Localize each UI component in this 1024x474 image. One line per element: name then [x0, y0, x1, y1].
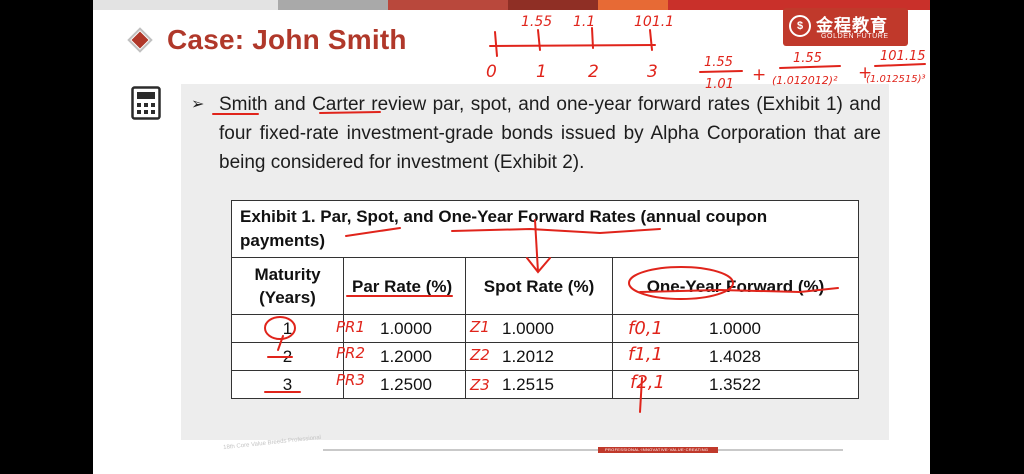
table-row: 3 1.2500 1.2515 1.3522 [231, 370, 859, 399]
header-par-rate: Par Rate (%) [343, 257, 466, 315]
header-maturity: Maturity (Years) [231, 257, 344, 315]
spot-rate-cell: 1.0000 [465, 314, 613, 343]
forward-rate-cell: 1.3522 [612, 370, 859, 399]
maturity-cell: 1 [231, 314, 344, 343]
bullet-text: Smith and Carter review par, spot, and o… [219, 94, 881, 173]
logo-chinese-name: 金程教育 [816, 16, 888, 35]
top-color-bar [93, 0, 930, 10]
page-title: Case: John Smith [167, 24, 407, 55]
table-header-row: Maturity (Years) Par Rate (%) Spot Rate … [231, 257, 859, 315]
logo-english-name: GOLDEN FUTURE [821, 33, 889, 40]
bullet-arrow-icon: ➢ [191, 96, 205, 113]
logo-mark-icon: $ [789, 15, 811, 37]
slide: Case: John Smith $ 金程教育 GOLDEN FUTURE ➢ … [93, 0, 930, 474]
header-forward-rate: One-Year Forward (%) [612, 257, 859, 315]
table-row: 2 1.2000 1.2012 1.4028 [231, 342, 859, 371]
diamond-icon [127, 27, 153, 53]
forward-rate-cell: 1.0000 [612, 314, 859, 343]
footer-red-bar [598, 447, 718, 453]
par-rate-cell: 1.0000 [343, 314, 466, 343]
footer-slogan: PROFESSIONAL·INNOVATIVE·VALUE·CREATING [605, 447, 709, 452]
brand-logo: $ 金程教育 GOLDEN FUTURE [783, 8, 908, 46]
exhibit-table: Exhibit 1. Par, Spot, and One-Year Forwa… [231, 200, 859, 399]
maturity-cell: 3 [231, 370, 344, 399]
spot-rate-cell: 1.2012 [465, 342, 613, 371]
par-rate-cell: 1.2000 [343, 342, 466, 371]
par-rate-cell: 1.2500 [343, 370, 466, 399]
exhibit-caption: Exhibit 1. Par, Spot, and One-Year Forwa… [231, 200, 859, 258]
calculator-icon [131, 86, 161, 120]
footer-line [323, 449, 843, 451]
bullet-paragraph: ➢ Smith and Carter review par, spot, and… [191, 90, 881, 177]
table-row: 1 1.0000 1.0000 1.0000 [231, 314, 859, 343]
maturity-cell: 2 [231, 342, 344, 371]
spot-rate-cell: 1.2515 [465, 370, 613, 399]
header-spot-rate: Spot Rate (%) [465, 257, 613, 315]
forward-rate-cell: 1.4028 [612, 342, 859, 371]
title-area: Case: John Smith [127, 24, 407, 56]
